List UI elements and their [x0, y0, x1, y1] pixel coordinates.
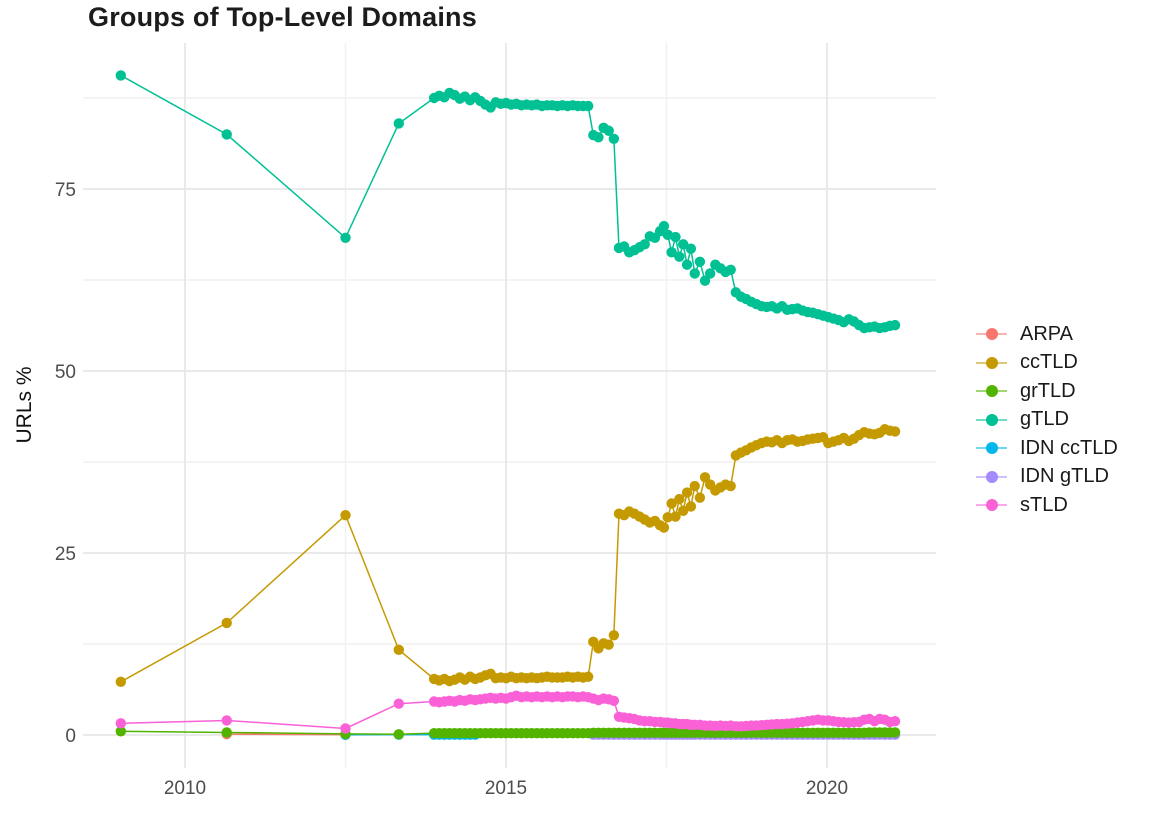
legend-item-cctld: ccTLD — [976, 349, 1118, 378]
legend-item-arpa: ARPA — [976, 320, 1118, 349]
legend-label: grTLD — [1020, 379, 1076, 402]
data-point — [674, 251, 685, 262]
legend-label: IDN ccTLD — [1020, 436, 1118, 459]
data-point — [666, 498, 677, 509]
data-point — [393, 729, 404, 740]
legend-item-gtld: gTLD — [976, 406, 1118, 435]
data-point — [666, 247, 677, 258]
legend-marker-stld — [976, 499, 1007, 512]
data-point — [685, 501, 697, 512]
data-point — [725, 264, 736, 276]
data-point — [689, 480, 700, 492]
series-stld — [115, 690, 901, 734]
series-line — [226, 733, 346, 736]
data-point — [677, 505, 689, 516]
data-point — [608, 630, 620, 641]
data-point — [221, 129, 232, 140]
data-point — [689, 268, 700, 279]
x-tick-label: 2020 — [806, 778, 848, 799]
data-point — [670, 231, 681, 243]
chart-title: Groups of Top-Level Domains — [88, 2, 477, 32]
data-point — [662, 512, 673, 523]
y-tick-label: 50 — [55, 362, 76, 383]
data-point — [582, 100, 594, 112]
data-point — [115, 718, 127, 729]
data-point — [704, 268, 716, 279]
legend-item-stld: sTLD — [976, 491, 1118, 520]
x-tick-label: 2010 — [164, 778, 206, 799]
legend-marker-cctld — [976, 356, 1007, 369]
data-point — [658, 522, 670, 533]
data-point — [889, 319, 901, 331]
legend-marker-idn-cctld — [976, 442, 1007, 455]
data-point — [685, 243, 697, 254]
series-cctld — [115, 424, 901, 688]
data-point — [694, 492, 706, 503]
data-point — [670, 511, 681, 522]
x-tick-label: 2015 — [485, 778, 527, 799]
data-point — [699, 472, 711, 483]
data-point — [221, 715, 232, 726]
data-point — [393, 698, 404, 709]
data-point — [115, 70, 127, 81]
legend-item-grtld: grTLD — [976, 377, 1118, 406]
data-point — [393, 644, 404, 656]
data-point — [582, 671, 594, 682]
legend-label: ccTLD — [1020, 351, 1078, 374]
data-point — [608, 133, 620, 144]
data-point — [340, 723, 351, 734]
legend-label: gTLD — [1020, 408, 1069, 431]
data-point — [115, 676, 127, 688]
legend-label: IDN gTLD — [1020, 465, 1109, 488]
data-point — [725, 480, 736, 492]
legend-label: ARPA — [1020, 322, 1073, 345]
legend: ARPA ccTLD grTLD gTLD IDN ccTLD IDN gTLD… — [976, 320, 1118, 520]
data-point — [889, 727, 901, 738]
series-gtld — [115, 70, 901, 334]
data-point — [699, 275, 711, 286]
y-tick-label: 25 — [55, 544, 76, 565]
data-point — [639, 239, 650, 250]
legend-marker-arpa — [976, 328, 1007, 341]
legend-label: sTLD — [1020, 493, 1068, 516]
legend-marker-idn-gtld — [976, 470, 1007, 483]
data-point — [681, 259, 693, 270]
data-point — [674, 493, 685, 505]
series-line — [120, 74, 896, 329]
legend-item-idn-gtld: IDN gTLD — [976, 463, 1118, 492]
data-point — [393, 118, 404, 129]
data-point — [694, 256, 706, 267]
data-point — [221, 727, 232, 738]
data-point — [115, 726, 127, 737]
y-tick-label: 0 — [65, 726, 76, 747]
data-point — [608, 695, 620, 706]
data-point — [340, 509, 351, 521]
data-point — [681, 487, 693, 498]
data-point — [593, 132, 604, 143]
data-point — [658, 220, 670, 232]
data-point — [603, 125, 614, 136]
legend-marker-grtld — [976, 385, 1007, 398]
data-point — [889, 426, 901, 437]
data-point — [340, 232, 351, 243]
data-point — [603, 639, 614, 650]
data-point — [889, 715, 901, 727]
legend-marker-gtld — [976, 413, 1007, 426]
legend-item-idn-cctld: IDN ccTLD — [976, 434, 1118, 463]
data-point — [221, 617, 232, 629]
y-tick-label: 75 — [55, 180, 76, 201]
data-point — [677, 239, 689, 250]
